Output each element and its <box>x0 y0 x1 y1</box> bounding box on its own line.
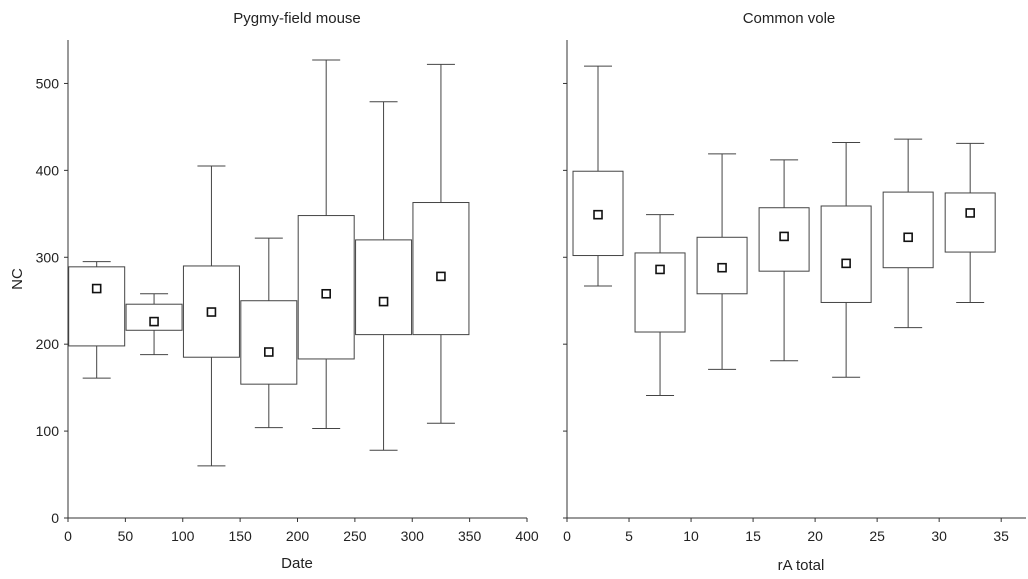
x-tick-label: 0 <box>64 528 72 544</box>
x-tick-label: 20 <box>807 528 823 544</box>
box-rect <box>355 239 413 336</box>
x-tick-label: 25 <box>869 528 885 544</box>
y-tick-label: 100 <box>36 423 60 439</box>
y-axis-label: NC <box>9 268 26 290</box>
x-tick-label: 350 <box>458 528 482 544</box>
x-tick-label: 35 <box>993 528 1009 544</box>
chart-title: Common vole <box>743 10 836 27</box>
x-axis-label: rA total <box>778 557 825 574</box>
box-rect <box>412 202 470 336</box>
chart-title: Pygmy-field mouse <box>233 10 361 27</box>
x-tick-label: 0 <box>563 528 571 544</box>
x-tick-label: 150 <box>228 528 252 544</box>
mean-marker <box>149 316 159 327</box>
mean-marker <box>655 264 665 275</box>
box-rect <box>68 266 126 347</box>
x-tick-label: 15 <box>745 528 761 544</box>
box-rect <box>240 300 298 385</box>
plot-marks: 0 100 200 300 400 500 0 50 100 150 200 250 300 350 400 <box>36 40 539 544</box>
x-tick-label: 10 <box>683 528 699 544</box>
mean-marker <box>91 283 102 294</box>
x-tick-label: 100 <box>171 528 195 544</box>
y-tick-label: 200 <box>36 336 60 352</box>
mean-marker <box>593 209 603 220</box>
mean-marker <box>903 232 913 243</box>
x-axis-label: Date <box>281 555 313 572</box>
y-tick-label: 400 <box>36 162 60 178</box>
box-rect <box>297 215 355 360</box>
y-tick-label: 0 <box>51 510 59 526</box>
mean-marker <box>717 262 727 273</box>
y-tick-label: 500 <box>36 75 60 91</box>
x-tick-label: 30 <box>931 528 947 544</box>
x-tick-label: 200 <box>286 528 310 544</box>
mean-marker <box>841 258 851 269</box>
box-rect <box>944 192 996 253</box>
x-tick-label: 300 <box>401 528 425 544</box>
panel-common-vole: Common vole rA total 0 5 10 15 20 25 30 35 <box>563 10 1026 574</box>
plot-marks: 0 5 10 15 20 25 30 35 <box>563 40 1026 544</box>
mean-marker <box>321 288 331 299</box>
mean-marker <box>436 271 446 282</box>
mean-marker <box>264 347 274 357</box>
mean-marker <box>206 307 217 317</box>
y-tick-label: 300 <box>36 249 60 265</box>
box-rect <box>882 191 934 269</box>
box-rect <box>820 205 872 303</box>
x-tick-label: 250 <box>343 528 367 544</box>
panel-pygmy-field-mouse: Pygmy-field mouse Date NC 0 100 200 300 400 5… <box>9 10 539 572</box>
mean-marker <box>779 231 789 242</box>
mean-marker <box>378 296 389 307</box>
x-tick-label: 50 <box>118 528 134 544</box>
x-tick-label: 400 <box>515 528 539 544</box>
mean-marker <box>965 208 975 218</box>
x-tick-label: 5 <box>625 528 633 544</box>
